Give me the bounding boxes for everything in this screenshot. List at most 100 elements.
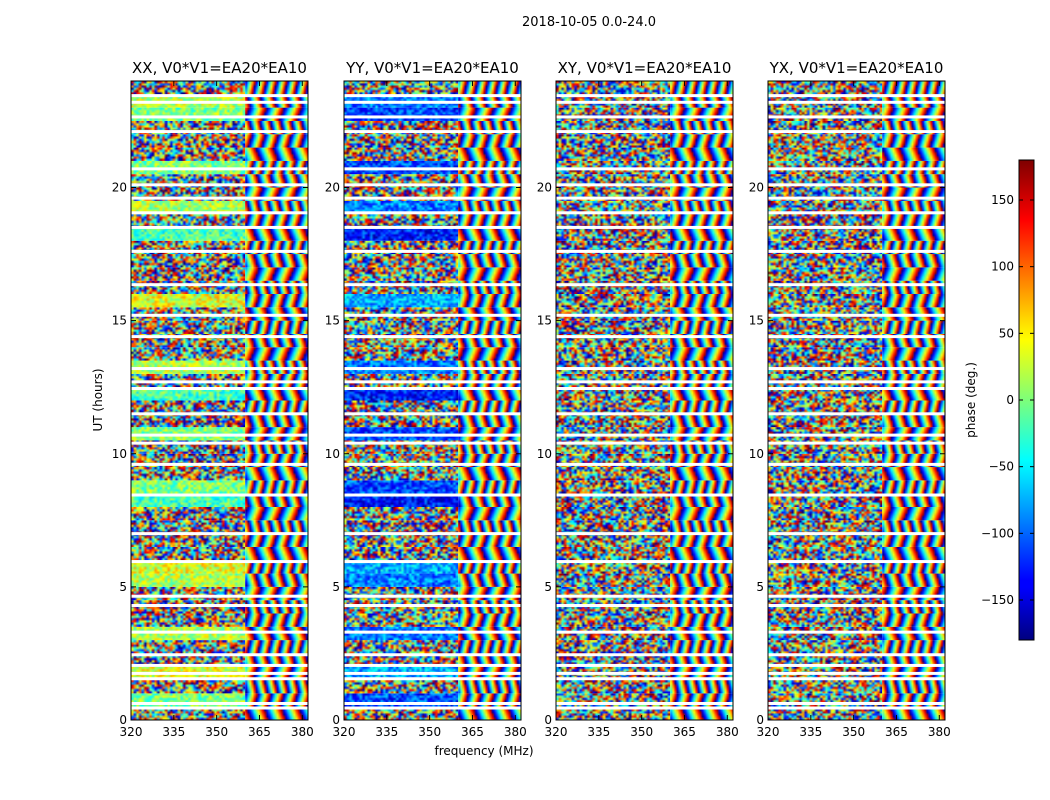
flagged-gap xyxy=(131,100,308,104)
heatmap-band-left xyxy=(344,546,459,561)
x-axis-label: frequency (MHz) xyxy=(434,744,533,758)
heatmap-band-right xyxy=(458,507,521,521)
heatmap-band-left xyxy=(344,533,459,547)
heatmap-band-left xyxy=(556,147,671,161)
heatmap-band-right xyxy=(882,81,945,95)
x-tick-label: 380 xyxy=(291,725,314,739)
heatmap-band-right xyxy=(670,613,733,627)
heatmap-band-left xyxy=(131,347,246,361)
panel-title: XX, V0*V1=EA20*EA10 xyxy=(132,59,307,77)
colorbar-label: phase (deg.) xyxy=(964,362,978,438)
flagged-gap xyxy=(131,706,308,710)
heatmap-band-left xyxy=(556,81,671,95)
heatmap-band-right xyxy=(882,573,945,587)
flagged-gap xyxy=(556,283,733,287)
flagged-gap xyxy=(768,671,945,675)
heatmap-band-left xyxy=(768,546,883,561)
heatmap-band-left xyxy=(344,653,459,667)
heatmap-band-left xyxy=(344,134,459,148)
flagged-gap xyxy=(556,663,733,667)
heatmap-band-left xyxy=(556,387,671,401)
heatmap-band-left xyxy=(556,347,671,361)
flagged-gap xyxy=(556,249,733,253)
heatmap-band-left xyxy=(556,613,671,627)
heatmap-band-right xyxy=(245,613,308,627)
flagged-gap xyxy=(768,313,945,317)
heatmap-band-right xyxy=(458,107,521,121)
flagged-gap xyxy=(131,433,308,437)
heatmap-band-right xyxy=(245,254,308,268)
heatmap-band-right xyxy=(458,280,521,294)
heatmap-band-right xyxy=(245,546,308,561)
heatmap-band-right xyxy=(458,147,521,161)
heatmap-band-right xyxy=(458,227,521,241)
heatmap-band-left xyxy=(131,653,246,667)
flagged-gap xyxy=(344,283,521,287)
heatmap-band-left xyxy=(768,560,883,574)
heatmap-band-right xyxy=(882,533,945,547)
heatmap-band-left xyxy=(344,227,459,241)
flagged-gap xyxy=(768,94,945,98)
heatmap-band-right xyxy=(458,400,521,414)
flagged-gap xyxy=(556,387,733,391)
heatmap-band-left xyxy=(768,294,883,308)
heatmap-band-right xyxy=(882,480,945,494)
heatmap-band-left xyxy=(344,320,459,334)
x-tick-label: 380 xyxy=(504,725,527,739)
heatmap-band-right xyxy=(882,267,945,281)
flagged-gap xyxy=(344,532,521,536)
heatmap-band-right xyxy=(882,520,945,534)
heatmap-band-right xyxy=(882,320,945,334)
heatmap-cells xyxy=(768,81,945,720)
heatmap-band-left xyxy=(556,507,671,521)
heatmap-band-left xyxy=(131,200,246,215)
flagged-gap xyxy=(556,100,733,104)
heatmap-band-right xyxy=(882,280,945,294)
y-tick-label: 5 xyxy=(756,580,764,594)
colorbar-tick-label: 50 xyxy=(999,326,1014,340)
heatmap-band-right xyxy=(458,214,521,228)
x-tick-label: 365 xyxy=(461,725,484,739)
heatmap-band-right xyxy=(882,507,945,521)
heatmap-band-right xyxy=(245,347,308,361)
flagged-gap xyxy=(344,441,521,445)
flagged-gap xyxy=(556,433,733,437)
y-tick-label: 10 xyxy=(537,447,552,461)
heatmap-band-left xyxy=(768,413,883,428)
y-tick-label: 0 xyxy=(119,713,127,727)
flagged-gap xyxy=(768,706,945,710)
heatmap-band-right xyxy=(670,413,733,428)
heatmap-band-right xyxy=(245,147,308,161)
heatmap-band-left xyxy=(344,573,459,587)
heatmap-band-left xyxy=(131,280,246,294)
colorbar: −150 −100 −50 0 50 100 150 phase (deg.) xyxy=(964,159,1035,641)
heatmap-band-left xyxy=(768,280,883,294)
panel-frame xyxy=(555,80,734,721)
x-tick-label: 335 xyxy=(162,725,185,739)
heatmap-band-left xyxy=(344,613,459,627)
flagged-gap xyxy=(131,630,308,634)
heatmap-band-right xyxy=(670,533,733,547)
heatmap-band-left xyxy=(344,413,459,428)
flagged-gap xyxy=(556,412,733,416)
heatmap-band-left xyxy=(131,467,246,481)
flagged-gap xyxy=(131,283,308,287)
heatmap-band-right xyxy=(670,480,733,494)
flagged-gap xyxy=(344,701,521,705)
heatmap-band-right xyxy=(458,254,521,268)
flagged-gap xyxy=(768,493,945,497)
heatmap-band-left xyxy=(768,254,883,268)
heatmap-band-left xyxy=(131,294,246,308)
heatmap-band-left xyxy=(344,280,459,294)
heatmap-band-right xyxy=(670,81,733,95)
x-tick-label: 350 xyxy=(842,725,865,739)
x-tick-label: 335 xyxy=(799,725,822,739)
heatmap-band-right xyxy=(245,706,308,720)
heatmap-band-right xyxy=(670,107,733,121)
panel-frame xyxy=(130,80,309,721)
colorbar-tick-label: 0 xyxy=(1006,393,1014,407)
y-tick-label: 20 xyxy=(112,181,127,195)
flagged-gap xyxy=(131,560,308,564)
heatmap-band-left xyxy=(131,507,246,521)
flagged-gap xyxy=(556,313,733,317)
